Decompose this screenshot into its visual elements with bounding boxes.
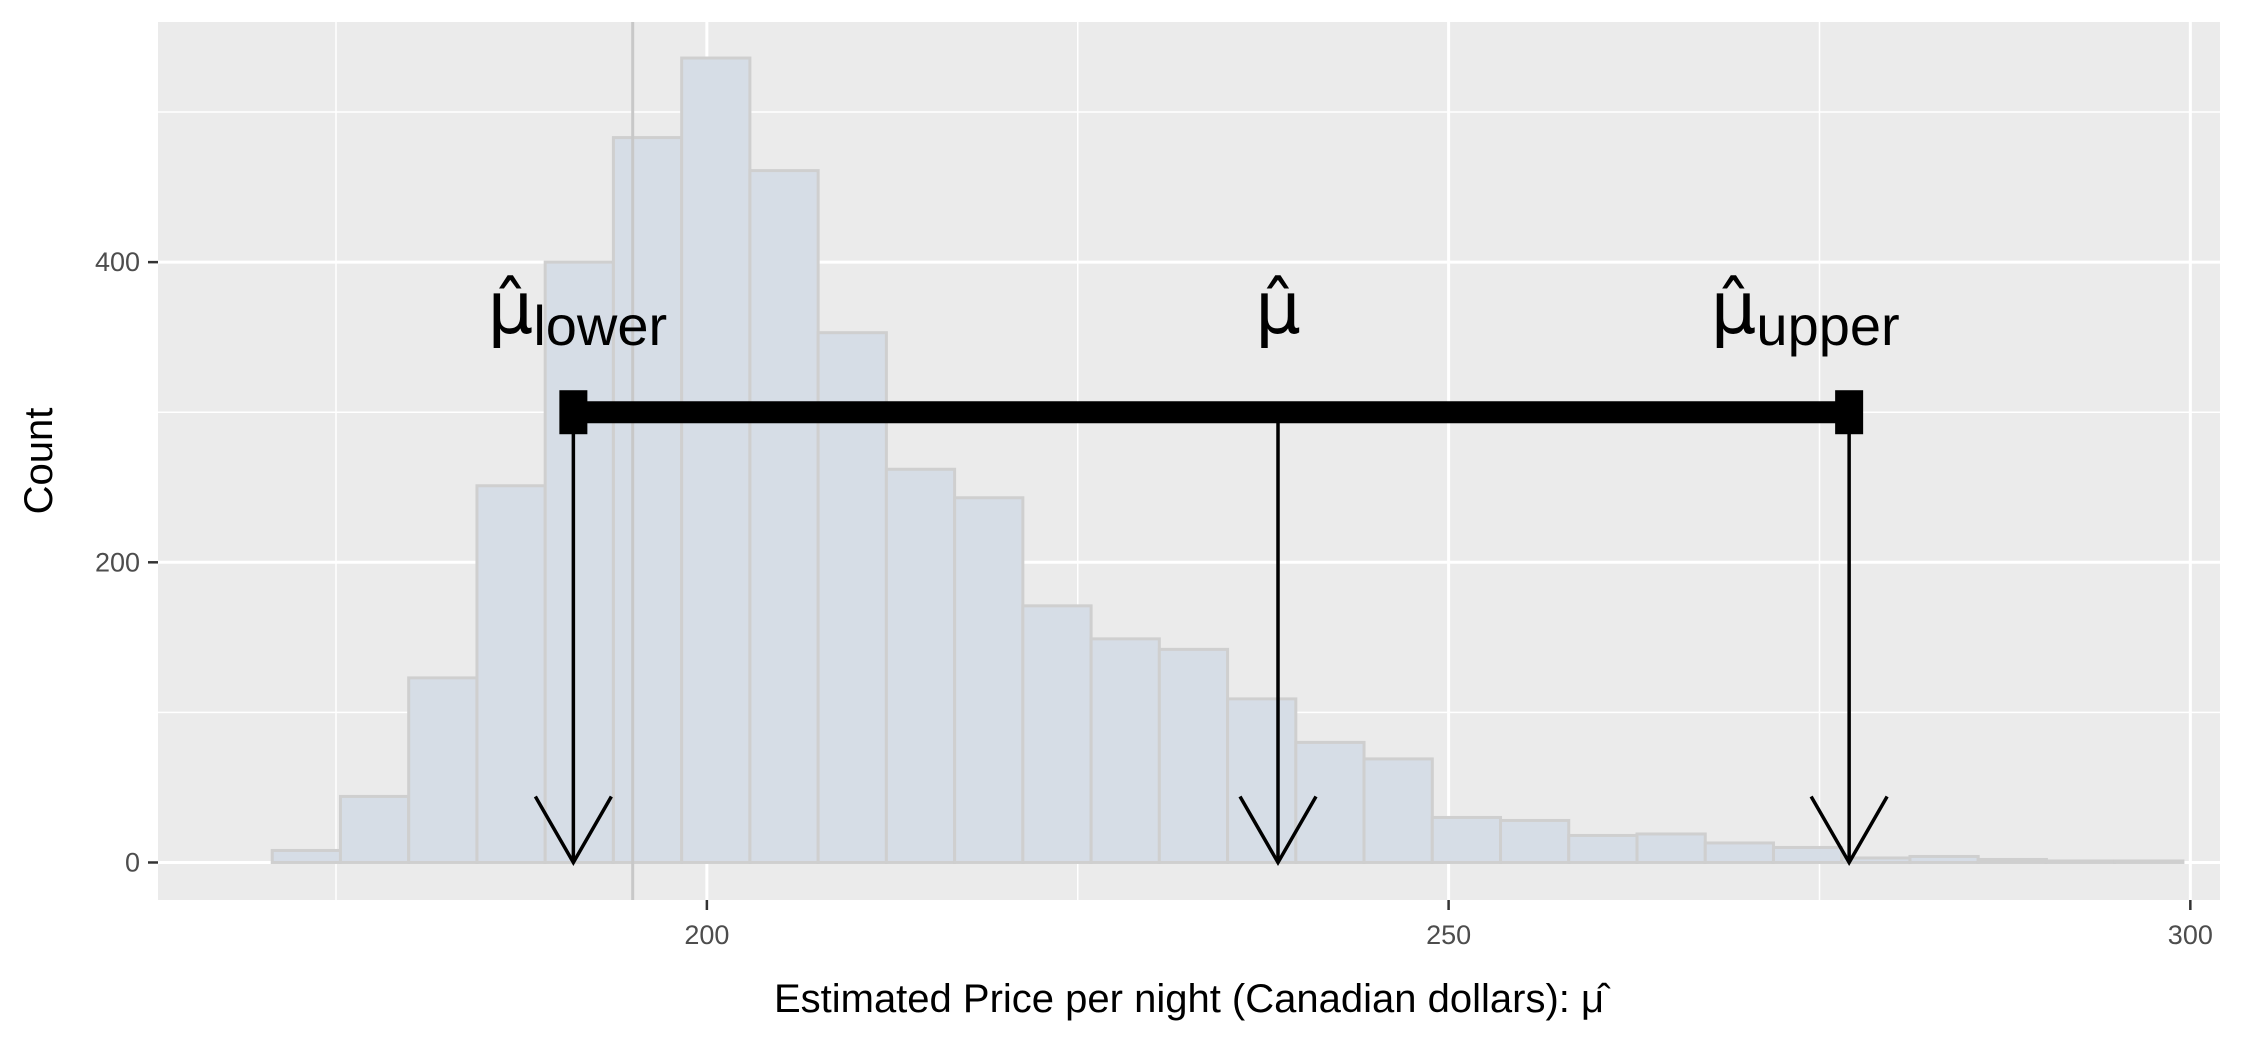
histogram-bar [2113, 859, 2185, 864]
x-axis-title: Estimated Price per night (Canadian doll… [774, 977, 1611, 1021]
arrow-head [1238, 795, 1318, 866]
histogram-bar [1499, 818, 1571, 864]
histogram-bar [1226, 697, 1298, 864]
subscript-label: upper [1756, 294, 1899, 357]
histogram-bar [953, 496, 1025, 864]
arrow-head [1809, 795, 1889, 866]
y-tick-label: 200 [95, 547, 140, 577]
histogram-bar [680, 56, 752, 864]
subscript-label: lower [533, 294, 667, 357]
histogram-bar [1294, 740, 1366, 864]
mu-hat-symbol: μ̂ [488, 266, 534, 350]
arrow-head [533, 795, 613, 866]
histogram-bar [1157, 647, 1230, 864]
histogram-bar [407, 676, 479, 864]
histogram-bar [270, 848, 342, 864]
histogram-bar [1635, 832, 1707, 864]
histogram-bar [1089, 637, 1161, 864]
mu-hat-symbol: μ̂ [1711, 266, 1757, 350]
histogram-bar [884, 467, 957, 864]
histogram-bar [475, 484, 547, 864]
histogram-bar [1430, 815, 1503, 864]
mu-hat-symbol: μ̂ [1255, 266, 1301, 350]
x-tick-label: 300 [2168, 920, 2213, 950]
histogram-bar [1703, 841, 1775, 864]
histogram-bar [1771, 845, 1844, 864]
x-tick-label: 200 [684, 920, 729, 950]
interval-arrows [533, 412, 1889, 866]
y-axis-title: Count [17, 408, 61, 515]
histogram-bar [1567, 833, 1639, 864]
histogram-bar [1362, 757, 1434, 864]
axis-ticks: 200 250 300 0 200 400 [95, 247, 2213, 950]
histogram-bar [1976, 857, 2048, 864]
x-tick-label: 250 [1426, 920, 1471, 950]
interval-annotation: μ̂ [1255, 266, 1301, 350]
y-tick-label: 400 [95, 247, 140, 277]
histogram-bar [2044, 859, 2117, 864]
histogram-bar [543, 260, 615, 864]
interval-annotation: μ̂upper [1711, 266, 1900, 357]
histogram-bar [748, 169, 820, 864]
histogram-bar [611, 136, 684, 864]
histogram-bar [1908, 854, 1980, 864]
histogram-bar [1021, 604, 1093, 864]
interval-annotation: μ̂lower [488, 266, 668, 357]
histogram-bar [338, 794, 411, 864]
interval-annotations: μ̂lower μ̂ μ̂upper [488, 266, 1900, 357]
y-tick-label: 0 [125, 847, 140, 877]
